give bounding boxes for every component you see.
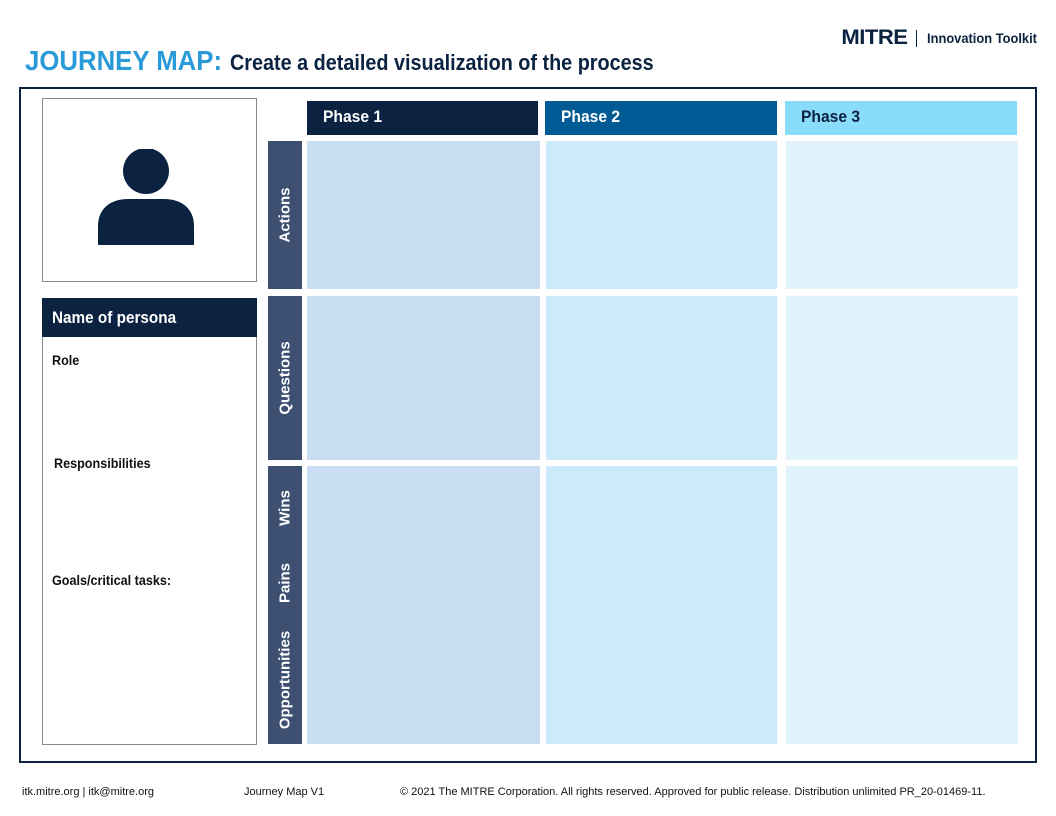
phase-3-header: Phase 3 <box>785 101 1017 135</box>
row-label-wins: Wins <box>276 490 294 526</box>
persona-photo-box[interactable] <box>42 98 257 282</box>
cell-actions-phase-2[interactable] <box>546 141 777 289</box>
cell-questions-phase-3[interactable] <box>786 296 1018 460</box>
field-role: Role <box>52 352 80 368</box>
row-label-actions: Actions <box>276 187 294 243</box>
phase-2-header: Phase 2 <box>545 101 777 135</box>
cell-wins-phase-3[interactable] <box>786 466 1018 744</box>
row-tab-actions <box>268 141 302 289</box>
cell-questions-phase-2[interactable] <box>546 296 777 460</box>
phase-3-label: Phase 3 <box>801 107 861 126</box>
phase-2-label: Phase 2 <box>561 107 621 126</box>
page-title: JOURNEY MAP: Create a detailed visualiza… <box>25 45 700 77</box>
footer-copyright: © 2021 The MITRE Corporation. All rights… <box>400 786 986 798</box>
field-responsibilities: Responsibilities <box>54 455 151 471</box>
row-label-opportunities: Opportunities <box>276 630 294 730</box>
cell-wins-phase-1[interactable] <box>307 466 540 744</box>
cell-questions-phase-1[interactable] <box>307 296 540 460</box>
brand-name: Innovation Toolkit <box>926 30 1037 46</box>
brand-divider <box>915 29 917 47</box>
phase-1-header: Phase 1 <box>307 101 538 135</box>
title-strong: JOURNEY MAP: <box>25 45 223 76</box>
mitre-logo: MITRE <box>841 26 908 49</box>
row-tab-questions <box>268 296 302 460</box>
cell-actions-phase-3[interactable] <box>786 141 1018 289</box>
persona-details-box[interactable] <box>42 298 257 745</box>
row-tab-wins-pains <box>268 466 302 744</box>
footer-contact: itk.mitre.org | itk@mitre.org <box>22 786 154 798</box>
persona-name-label: Name of persona <box>52 308 177 327</box>
title-subtitle: Create a detailed visualization of the p… <box>229 50 654 75</box>
journey-map-frame <box>19 87 1037 763</box>
cell-wins-phase-2[interactable] <box>546 466 777 744</box>
brand-lockup: MITRE Innovation Toolkit <box>841 26 1046 50</box>
person-icon <box>98 149 194 245</box>
cell-actions-phase-1[interactable] <box>307 141 540 289</box>
phase-1-label: Phase 1 <box>323 107 383 126</box>
row-label-questions: Questions <box>276 341 294 415</box>
persona-name-header[interactable]: Name of persona <box>42 298 257 337</box>
field-goals: Goals/critical tasks: <box>52 572 172 588</box>
row-label-pains: Pains <box>276 562 294 604</box>
footer-version: Journey Map V1 <box>244 786 325 798</box>
